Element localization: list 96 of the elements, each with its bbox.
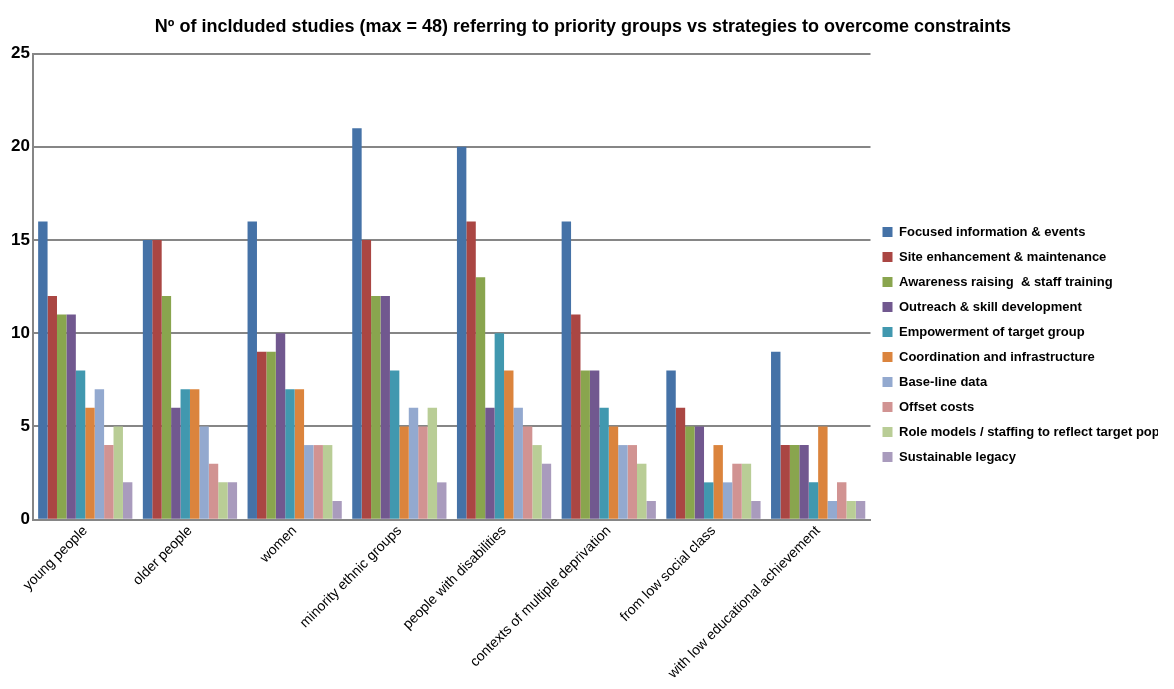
bar	[589, 370, 600, 519]
bar	[722, 482, 733, 519]
bar	[675, 407, 686, 519]
bar	[380, 295, 390, 519]
legend-label: Outreach & skill development	[899, 298, 1083, 314]
bar	[313, 445, 323, 519]
bar	[618, 445, 628, 519]
bar	[66, 314, 76, 519]
legend-label: Empowerment of target group	[899, 323, 1085, 339]
bar	[38, 221, 48, 519]
bar	[227, 482, 238, 519]
legend-label: Awareness raising & staff training	[899, 273, 1113, 289]
bar	[485, 407, 495, 519]
bar	[685, 426, 695, 519]
y-tick-label: 0	[20, 509, 30, 529]
bar	[75, 370, 86, 519]
bar	[732, 463, 742, 519]
bar	[399, 426, 409, 519]
bar	[199, 426, 209, 519]
bar	[713, 445, 723, 519]
bar	[361, 240, 372, 519]
bar	[456, 146, 467, 519]
bar	[161, 295, 172, 519]
bar	[599, 407, 609, 519]
legend-label: Coordination and infrastructure	[899, 348, 1095, 364]
bar	[122, 482, 133, 519]
bar	[532, 445, 542, 519]
bar	[751, 501, 761, 519]
bar	[646, 501, 656, 519]
bar	[189, 389, 200, 519]
bar	[208, 463, 219, 519]
bar	[741, 463, 752, 519]
bar	[837, 482, 847, 519]
bar	[332, 501, 342, 519]
y-tick-label: 15	[10, 229, 30, 249]
bar	[56, 314, 67, 519]
bar	[437, 482, 447, 519]
bar	[541, 463, 552, 519]
bar	[142, 240, 153, 519]
bar	[294, 389, 305, 519]
y-tick-label: 25	[10, 43, 30, 63]
bar	[371, 295, 381, 519]
bar	[799, 445, 809, 519]
bar	[408, 407, 419, 519]
bar	[94, 389, 105, 519]
bar	[818, 426, 828, 519]
bar	[666, 370, 676, 519]
bar	[427, 407, 438, 519]
bar	[275, 333, 286, 519]
bar	[522, 426, 533, 519]
bar	[285, 389, 295, 519]
bar	[808, 482, 819, 519]
bar	[571, 314, 581, 519]
bar	[780, 445, 790, 519]
bar	[627, 445, 638, 519]
bar	[513, 407, 523, 519]
legend-label: Offset costs	[899, 398, 975, 414]
chart-title: Nº of inclduded studies (max = 48) referring to priority groups vs strategies to overcome constraints	[154, 15, 1012, 36]
y-tick-label: 20	[10, 136, 30, 156]
bar	[637, 463, 647, 519]
y-tick-label: 10	[10, 322, 30, 342]
bar	[771, 351, 781, 519]
bar	[304, 445, 314, 519]
bar	[256, 351, 267, 519]
bar	[704, 482, 714, 519]
bar	[266, 351, 276, 519]
bar	[846, 501, 856, 519]
legend-label: Site enhancement & maintenance	[899, 248, 1107, 264]
bar	[466, 221, 476, 519]
bar	[180, 389, 190, 519]
bar	[561, 221, 572, 519]
legend-label: Focused information & events	[899, 223, 1086, 239]
bar	[694, 426, 705, 519]
bar	[389, 370, 400, 519]
bar	[827, 501, 837, 519]
legend-label: Base-line data	[899, 373, 988, 389]
bar	[247, 221, 257, 519]
bar	[608, 426, 619, 519]
bar	[504, 370, 514, 519]
bar	[418, 426, 428, 519]
bar	[152, 240, 162, 519]
bar	[322, 445, 333, 519]
bar	[475, 277, 486, 519]
y-tick-label: 5	[20, 416, 30, 436]
bar	[85, 407, 95, 519]
bar	[352, 128, 362, 519]
bar	[580, 370, 590, 519]
bar	[47, 295, 57, 519]
bar	[104, 445, 114, 519]
bar	[113, 426, 123, 519]
bar	[855, 501, 866, 519]
bar	[789, 445, 800, 519]
legend-label: Sustainable legacy	[899, 448, 1017, 464]
bar	[218, 482, 228, 519]
bar	[494, 333, 505, 519]
bar	[171, 407, 181, 519]
